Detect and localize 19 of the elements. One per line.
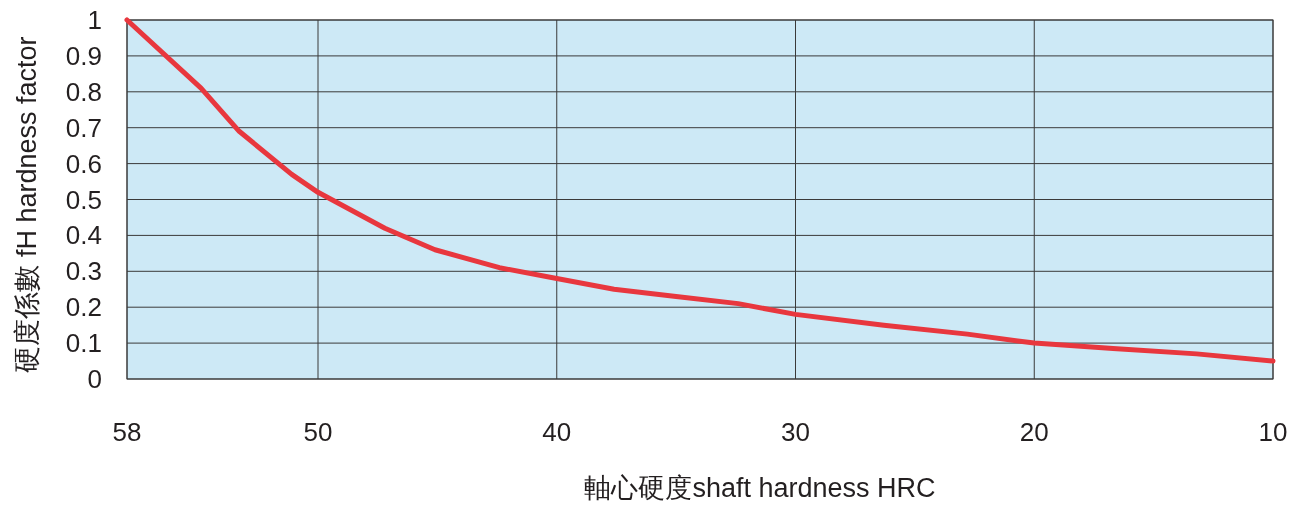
y-tick-label: 0.3 <box>65 256 102 287</box>
x-tick-label: 50 <box>303 417 333 447</box>
y-tick-label: 0.4 <box>65 220 102 251</box>
y-tick-label: 0.5 <box>65 184 102 215</box>
y-tick-label: 1 <box>87 5 102 35</box>
y-tick-label: 0.7 <box>65 112 102 143</box>
y-tick-label: 0.1 <box>65 328 102 359</box>
y-tick-label: 0.2 <box>65 292 102 323</box>
x-tick-label: 40 <box>542 417 572 447</box>
y-axis-title: 硬度係數 fH hardness factor <box>12 36 42 373</box>
y-tick-label: 0 <box>87 364 102 394</box>
y-tick-label: 0.6 <box>65 148 102 179</box>
x-tick-label: 20 <box>1019 417 1049 447</box>
x-tick-label: 30 <box>781 417 810 447</box>
x-axis-title: 軸心硬度shaft hardness HRC <box>584 473 936 503</box>
x-tick-label: 10 <box>1258 417 1288 447</box>
x-tick-label: 58 <box>112 417 142 447</box>
y-tick-label: 0.9 <box>65 40 102 71</box>
y-tick-label: 0.8 <box>65 76 102 107</box>
